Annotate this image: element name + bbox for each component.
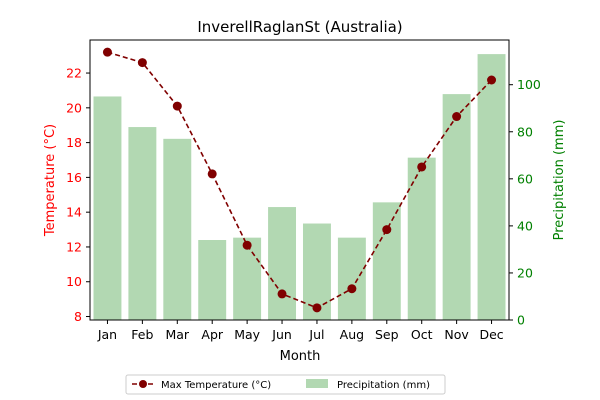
temperature-point-aug	[347, 284, 357, 294]
x-tick-label-jul: Jul	[308, 327, 324, 342]
left-tick-label: 18	[66, 135, 82, 150]
x-tick-label-feb: Feb	[131, 327, 153, 342]
temperature-point-jun	[277, 289, 287, 299]
left-tick-label: 12	[66, 239, 82, 254]
right-tick-label: 20	[517, 265, 533, 280]
precipitation-bar-sep	[372, 202, 401, 320]
precipitation-bar-may	[233, 237, 262, 320]
left-tick-label: 22	[66, 66, 82, 81]
plot-frame	[89, 39, 510, 321]
left-tick-label: 8	[74, 309, 82, 324]
x-axis-title: Month	[280, 349, 321, 364]
precipitation-bar-oct	[407, 157, 436, 320]
temperature-point-mar	[172, 101, 182, 111]
right-axis-title: Precipitation (mm)	[552, 120, 567, 241]
x-tick-label-mar: Mar	[165, 327, 189, 342]
x-tick-label-may: May	[234, 327, 260, 342]
axes: Jan Feb Mar Apr May Jun Jul Aug Sep Oct Nov Dec 8 10 1…	[66, 39, 541, 342]
legend-label-precipitation: Precipitation (mm)	[337, 380, 430, 391]
temperature-point-oct	[417, 162, 427, 172]
temperature-point-feb	[137, 58, 147, 68]
legend-label-temperature: Max Temperature (°C)	[161, 380, 271, 391]
legend: Max Temperature (°C) Precipitation (mm)	[125, 374, 446, 395]
x-tick-label-oct: Oct	[411, 327, 433, 342]
x-tick-label-nov: Nov	[444, 327, 469, 342]
temperature-point-nov	[452, 112, 462, 122]
precipitation-bar-aug	[337, 237, 366, 320]
right-tick-label: 40	[517, 218, 533, 233]
precipitation-bars	[93, 54, 506, 321]
legend-marker-swatch	[139, 380, 147, 388]
temperature-point-apr	[207, 169, 217, 179]
left-tick-label: 16	[66, 170, 82, 185]
temperature-point-jan	[102, 47, 112, 57]
right-tick-label: 100	[517, 77, 541, 92]
x-tick-label-sep: Sep	[375, 327, 399, 342]
precipitation-bar-feb	[128, 127, 157, 320]
x-tick-label-apr: Apr	[201, 327, 223, 342]
precipitation-bar-jun	[268, 207, 297, 320]
x-tick-label-dec: Dec	[479, 327, 503, 342]
left-tick-label: 10	[66, 274, 82, 289]
temperature-line-path	[107, 51, 493, 309]
x-tick-label-jan: Jan	[97, 327, 117, 342]
temperature-point-jul	[312, 303, 322, 313]
temperature-point-may	[242, 240, 252, 250]
x-tick-label-aug: Aug	[340, 327, 364, 342]
temperature-point-sep	[382, 225, 392, 235]
x-tick-label-jun: Jun	[271, 327, 292, 342]
precipitation-bar-apr	[198, 240, 227, 320]
precipitation-bar-mar	[163, 138, 192, 320]
chart-title: InverellRaglanSt (Australia)	[197, 18, 402, 36]
temperature-line	[102, 47, 497, 313]
left-axis-title: Temperature (°C)	[43, 124, 58, 237]
left-tick-label: 14	[66, 205, 82, 220]
right-tick-label: 0	[517, 313, 525, 328]
precipitation-bar-nov	[442, 94, 471, 320]
left-tick-label: 20	[66, 100, 82, 115]
legend-bar-swatch	[306, 379, 328, 388]
precipitation-bar-jan	[93, 96, 122, 321]
precipitation-bar-dec	[477, 54, 506, 320]
right-tick-label: 60	[517, 171, 533, 186]
right-tick-label: 80	[517, 124, 533, 139]
legend-box	[125, 374, 446, 395]
temperature-point-dec	[487, 75, 497, 85]
